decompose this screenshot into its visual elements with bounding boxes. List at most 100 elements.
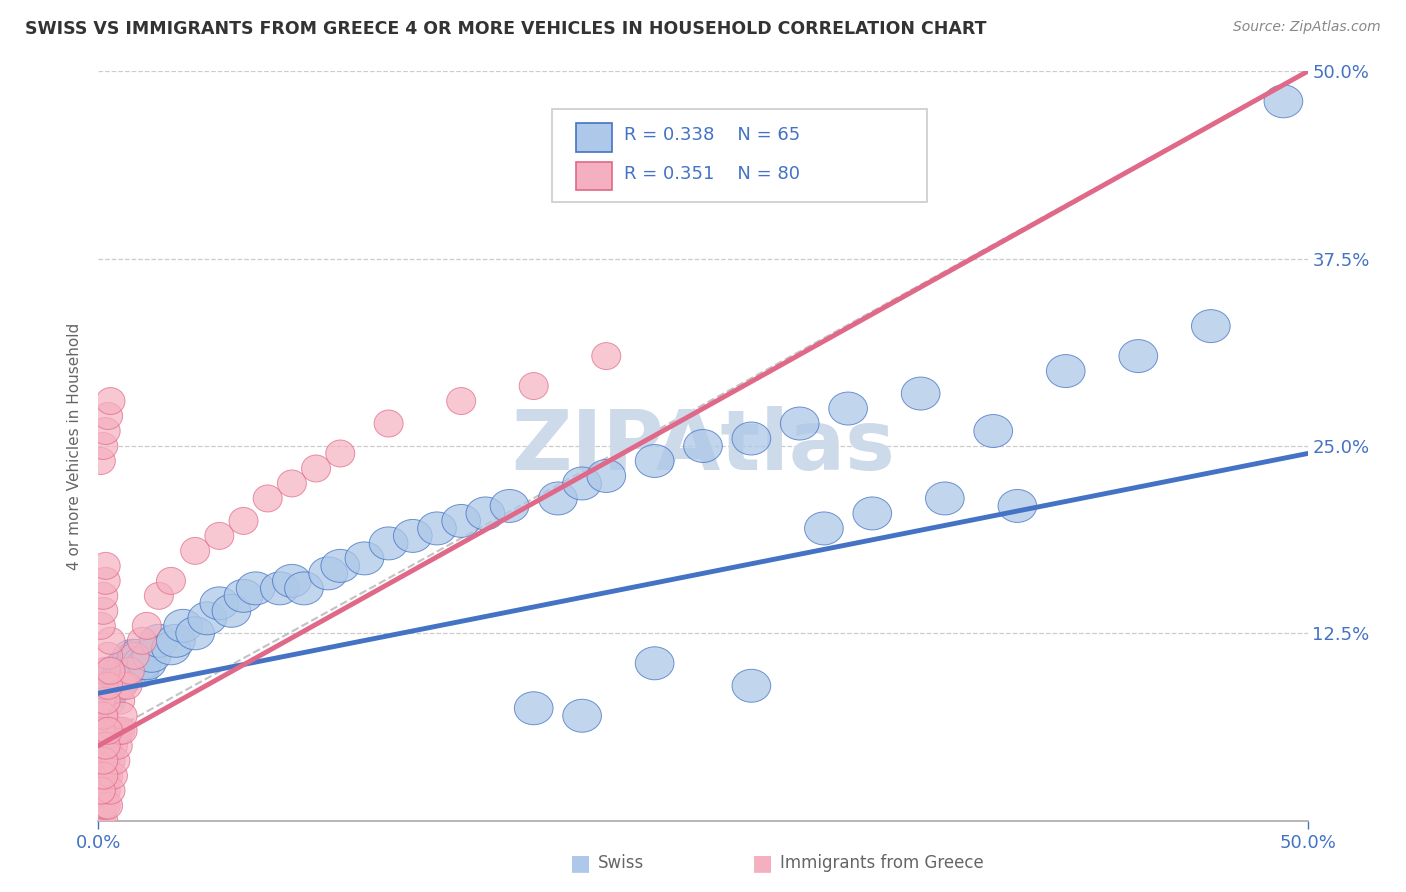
Ellipse shape [108,673,138,699]
Ellipse shape [309,557,347,590]
Ellipse shape [212,594,250,627]
Ellipse shape [636,444,673,477]
Ellipse shape [974,415,1012,448]
Ellipse shape [1119,340,1157,373]
Ellipse shape [120,642,149,669]
Ellipse shape [156,567,186,594]
Ellipse shape [562,699,602,732]
Ellipse shape [128,627,156,655]
Ellipse shape [96,777,125,805]
Ellipse shape [103,717,132,744]
Ellipse shape [91,417,120,444]
Ellipse shape [91,717,120,744]
Ellipse shape [180,537,209,565]
Text: Swiss: Swiss [598,855,644,872]
Ellipse shape [86,717,115,744]
Ellipse shape [120,655,159,687]
Bar [576,123,613,152]
Ellipse shape [370,527,408,560]
Ellipse shape [236,572,276,605]
Ellipse shape [321,549,360,582]
Ellipse shape [89,747,118,774]
Ellipse shape [128,647,166,680]
Text: R = 0.338    N = 65: R = 0.338 N = 65 [624,126,800,144]
Ellipse shape [301,455,330,482]
Ellipse shape [94,642,122,669]
Ellipse shape [86,747,115,774]
Ellipse shape [86,807,115,834]
Ellipse shape [441,505,481,537]
Ellipse shape [538,482,578,515]
Ellipse shape [86,792,115,819]
Ellipse shape [733,422,770,455]
Ellipse shape [86,448,115,475]
Ellipse shape [176,617,215,649]
Text: R = 0.351    N = 80: R = 0.351 N = 80 [624,165,800,183]
Ellipse shape [925,482,965,515]
Ellipse shape [205,523,233,549]
Ellipse shape [96,657,125,684]
Ellipse shape [132,612,162,640]
Ellipse shape [374,410,404,437]
Ellipse shape [111,655,149,687]
Ellipse shape [108,647,146,680]
Ellipse shape [853,497,891,530]
Ellipse shape [260,572,299,605]
Ellipse shape [1264,85,1303,118]
Ellipse shape [89,777,118,805]
Ellipse shape [105,717,135,744]
Ellipse shape [94,717,122,744]
Ellipse shape [98,655,138,687]
Ellipse shape [103,655,142,687]
Ellipse shape [188,602,226,635]
Ellipse shape [200,587,239,620]
Ellipse shape [89,747,118,774]
Ellipse shape [89,717,118,744]
Ellipse shape [105,655,145,687]
Ellipse shape [108,717,138,744]
Ellipse shape [91,777,120,805]
Ellipse shape [115,647,155,680]
Ellipse shape [94,792,122,819]
Ellipse shape [89,732,118,759]
Ellipse shape [86,687,115,714]
Ellipse shape [447,387,475,415]
Ellipse shape [98,762,128,789]
Text: Immigrants from Greece: Immigrants from Greece [780,855,984,872]
Ellipse shape [105,687,135,714]
Text: SWISS VS IMMIGRANTS FROM GREECE 4 OR MORE VEHICLES IN HOUSEHOLD CORRELATION CHAR: SWISS VS IMMIGRANTS FROM GREECE 4 OR MOR… [25,20,987,37]
Ellipse shape [89,807,118,834]
Ellipse shape [91,747,120,774]
Ellipse shape [103,732,132,759]
Ellipse shape [86,732,115,759]
Ellipse shape [89,598,118,624]
Ellipse shape [1046,355,1085,387]
Ellipse shape [115,657,145,684]
Text: ■: ■ [569,854,591,873]
Ellipse shape [89,702,118,730]
Ellipse shape [94,762,122,789]
Ellipse shape [229,508,259,534]
Ellipse shape [91,762,120,789]
FancyBboxPatch shape [551,109,927,202]
Ellipse shape [118,640,156,673]
Ellipse shape [91,567,120,594]
Ellipse shape [98,732,128,759]
Ellipse shape [733,669,770,702]
Ellipse shape [96,387,125,415]
Ellipse shape [253,485,283,512]
Ellipse shape [152,632,190,665]
Ellipse shape [277,470,307,497]
Ellipse shape [465,497,505,530]
Ellipse shape [91,662,129,695]
Ellipse shape [132,640,172,673]
Ellipse shape [394,519,432,552]
Ellipse shape [101,662,139,695]
Ellipse shape [683,430,723,462]
Ellipse shape [163,609,202,642]
Ellipse shape [89,582,118,609]
Ellipse shape [96,717,125,744]
Bar [576,162,613,191]
Ellipse shape [96,747,125,774]
Ellipse shape [91,552,120,580]
